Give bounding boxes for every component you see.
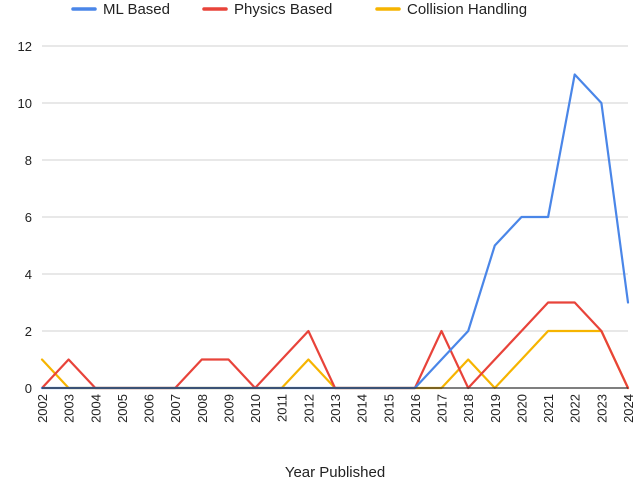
x-tick-label: 2005 bbox=[115, 394, 130, 423]
x-tick-label: 2007 bbox=[168, 394, 183, 423]
x-tick-label: 2018 bbox=[461, 394, 476, 423]
legend-item: Collision Handling bbox=[375, 1, 527, 18]
y-tick-label: 10 bbox=[18, 96, 32, 111]
series-line-physics-based bbox=[40, 301, 630, 390]
x-tick-label: 2015 bbox=[381, 394, 396, 423]
x-tick-label: 2012 bbox=[301, 394, 316, 423]
legend-item: ML Based bbox=[71, 1, 170, 18]
x-tick-label: 2020 bbox=[514, 394, 529, 423]
series-line-collision-handling bbox=[40, 329, 630, 390]
grid-lines bbox=[42, 45, 628, 332]
x-tick-label: 2008 bbox=[195, 394, 210, 423]
x-tick-label: 2013 bbox=[328, 394, 343, 423]
x-tick-label: 2004 bbox=[88, 394, 103, 423]
x-tick-label: 2003 bbox=[62, 394, 77, 423]
y-tick-label: 4 bbox=[25, 267, 32, 282]
y-tick-label: 2 bbox=[25, 324, 32, 339]
x-tick-label: 2019 bbox=[488, 394, 503, 423]
legend: ML Based Physics Based Collision Handling bbox=[71, 1, 527, 18]
y-tick-label: 8 bbox=[25, 153, 32, 168]
x-tick-label: 2010 bbox=[248, 394, 263, 423]
legend-item: Physics Based bbox=[202, 1, 332, 18]
series-lines bbox=[40, 73, 630, 390]
y-tick-label: 12 bbox=[18, 39, 32, 54]
x-tick-label: 2006 bbox=[142, 394, 157, 423]
x-tick-label: 2022 bbox=[568, 394, 583, 423]
axes: 0 2 4 6 8 10 12 2002 2003 2004 2005 2006 2007 2008 200… bbox=[18, 39, 636, 423]
x-tick-label: 2009 bbox=[221, 394, 236, 423]
x-tick-label: 2023 bbox=[594, 394, 609, 423]
x-tick-label: 2017 bbox=[435, 394, 450, 423]
x-tick-label: 2016 bbox=[408, 394, 423, 423]
x-tick-label: 2014 bbox=[355, 394, 370, 423]
legend-label: ML Based bbox=[103, 1, 170, 18]
legend-label: Collision Handling bbox=[407, 1, 527, 18]
x-tick-label: 2021 bbox=[541, 394, 556, 423]
x-tick-label: 2011 bbox=[275, 394, 290, 422]
x-tick-label: 2002 bbox=[35, 394, 50, 423]
y-tick-label: 6 bbox=[25, 210, 32, 225]
legend-label: Physics Based bbox=[234, 1, 332, 18]
y-tick-label: 0 bbox=[25, 381, 32, 396]
x-tick-label: 2024 bbox=[621, 394, 636, 423]
x-axis-title: Year Published bbox=[285, 464, 385, 479]
